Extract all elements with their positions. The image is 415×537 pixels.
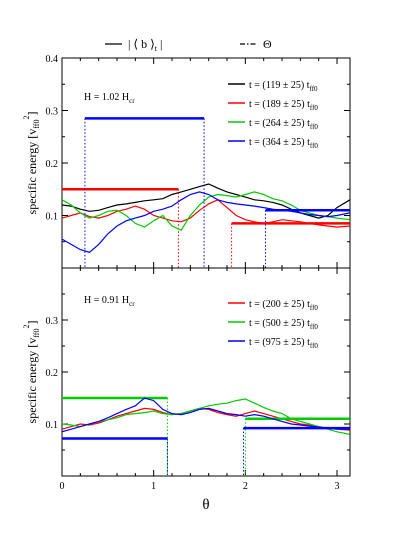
legend-label: t = (975 ± 25) tff0 (249, 337, 318, 350)
panel-top: 0.1 0.2 0.3 0.4 specific energy [vff02] H = 1… (22, 54, 351, 269)
legend-label: t = (119 ± 25) tff0 (249, 80, 318, 93)
x-tick-label: 2 (243, 481, 248, 492)
y-tick-label: 0.3 (46, 316, 59, 327)
y-axis-label: specific energy [vff02] (22, 112, 41, 215)
y-tick-label: 0.2 (46, 368, 59, 379)
legend-label: t = (200 ± 25) tff0 (249, 299, 318, 312)
legend-label: t = (189 ± 25) tff0 (249, 99, 318, 112)
legend-label: t = (264 ± 25) tff0 (249, 118, 318, 131)
top-legend: | ⟨ b ⟩t | Θ (105, 37, 272, 53)
y-tick-label: 0.4 (46, 54, 59, 65)
panel-annotation: H = 1.02 Hcr (84, 92, 135, 105)
panel-annotation: H = 0.91 Hcr (84, 295, 135, 308)
legend-label-mean-b: | ⟨ b ⟩t | (128, 37, 162, 53)
y-tick-label: 0.2 (46, 159, 59, 170)
plot-area (62, 396, 350, 476)
series-line-blue (62, 191, 350, 253)
legend-label-theta: Θ (263, 37, 272, 51)
y-axis-label: specific energy [vff02] (22, 321, 41, 424)
x-axis-label: θ (202, 497, 209, 513)
y-tick-label: 0.1 (46, 420, 59, 431)
y-tick-label: 0.1 (46, 212, 59, 223)
series-line-green (62, 398, 350, 435)
x-tick-label: 3 (335, 481, 340, 492)
x-tick-label: 0 (60, 481, 65, 492)
y-tick-label: 0.3 (46, 107, 59, 118)
legend-label: t = (364 ± 25) tff0 (249, 137, 318, 150)
x-tick-label: 1 (151, 481, 156, 492)
legend-label: t = (500 ± 25) tff0 (249, 318, 318, 331)
series-line-blue (62, 397, 350, 433)
plot-area (62, 117, 350, 268)
panel-bottom: 0.1 0.2 0.3 0 1 2 3 θ specific energy [vff02] H =… (22, 267, 351, 513)
